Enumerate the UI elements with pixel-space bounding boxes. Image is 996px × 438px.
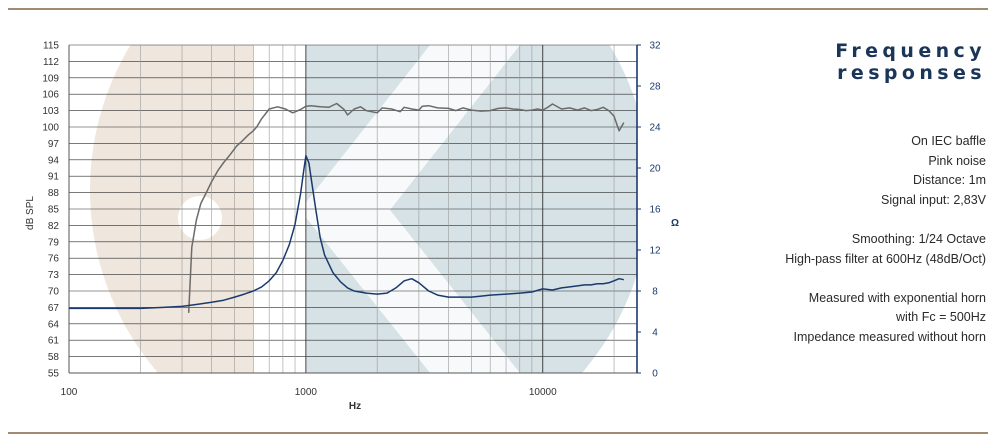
note-line: Signal input: 2,83V: [881, 192, 986, 207]
y-tick-label: 94: [48, 155, 60, 166]
note-line: Measured with exponential horn: [808, 290, 986, 305]
x-axis-tick-labels: 100 1000 10000: [61, 387, 557, 398]
top-rule: [8, 8, 988, 10]
y-tick-label: 103: [42, 106, 59, 117]
y-tick-label: 100: [42, 123, 59, 134]
y-tick-label: 70: [48, 287, 60, 298]
y2-tick-label: 16: [649, 205, 661, 216]
y-axis-tick-labels: 115 112 109 106 103 100 97 94 91 88 85 82 79 76 73 70 67…: [42, 41, 59, 380]
note-line: with Fc = 500Hz: [896, 310, 986, 325]
y-tick-label: 61: [48, 336, 60, 347]
note-line: On IEC baffle: [911, 134, 986, 148]
y-axis-label: dB SPL: [25, 196, 36, 230]
y2-tick-label: 32: [649, 41, 661, 52]
y-tick-label: 115: [43, 41, 59, 52]
spacer: [726, 269, 986, 289]
x-axis-label: Hz: [349, 401, 361, 412]
page-title: Frequency responses: [835, 40, 986, 84]
measurement-notes: On IEC baffle Pink noise Distance: 1m Si…: [726, 132, 986, 348]
note-line: Pink noise: [928, 153, 986, 168]
y-tick-label: 106: [42, 90, 59, 101]
y-tick-label: 112: [43, 57, 59, 68]
y2-tick-label: 4: [652, 328, 658, 339]
y2-tick-label: 24: [649, 123, 661, 134]
y2-tick-label: 0: [652, 369, 658, 380]
y2-tick-label: 28: [649, 82, 661, 93]
y-tick-label: 97: [48, 139, 60, 150]
y-tick-label: 55: [48, 369, 60, 380]
y-tick-label: 79: [48, 237, 60, 248]
impedance-line: [69, 154, 624, 310]
y2-axis-label: Ω: [671, 218, 679, 229]
y-tick-label: 82: [48, 221, 60, 232]
y2-tick-label: 12: [649, 246, 661, 257]
note-line: Impedance measured without horn: [793, 329, 986, 344]
y-tick-label: 58: [48, 352, 60, 363]
y2-axis-tick-labels: 32 28 24 20 16 12 8 4 0: [637, 41, 661, 380]
white-dot: [178, 196, 222, 240]
x-tick-label: 100: [61, 387, 78, 398]
y-tick-label: 109: [42, 73, 59, 84]
note-line: Smoothing: 1/24 Octave: [851, 231, 986, 246]
y-tick-label: 76: [48, 254, 60, 265]
bottom-rule: [8, 432, 988, 434]
x-tick-label: 1000: [295, 387, 318, 398]
note-line: Distance: 1m: [913, 173, 986, 188]
x-tick-label: 10000: [529, 387, 557, 398]
y-tick-label: 88: [48, 188, 60, 199]
y-tick-label: 67: [48, 303, 60, 314]
y2-tick-label: 20: [649, 164, 661, 175]
y-tick-label: 64: [48, 319, 60, 330]
chart-series: [69, 102, 625, 313]
spacer: [726, 210, 986, 230]
note-line: High-pass filter at 600Hz (48dB/Oct): [785, 251, 986, 266]
spl-line: [187, 102, 625, 313]
y-tick-label: 73: [48, 270, 60, 281]
y-tick-label: 91: [48, 172, 60, 183]
y2-tick-label: 8: [652, 287, 658, 298]
description-panel: Frequency responses On IEC baffle Pink n…: [726, 40, 986, 348]
chart-grid: [68, 44, 637, 374]
y-tick-label: 85: [48, 205, 60, 216]
